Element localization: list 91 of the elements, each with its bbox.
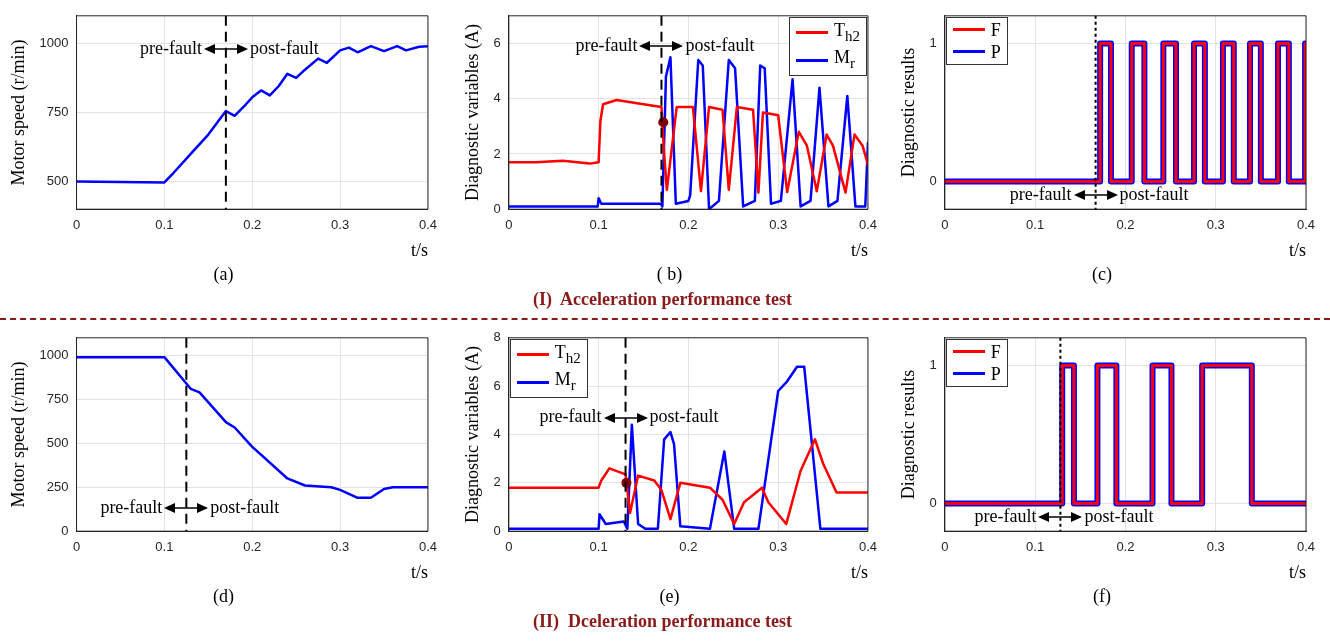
x-tick-label: 0.4 bbox=[418, 538, 437, 554]
x-tick-label: 0.4 bbox=[1296, 216, 1316, 232]
y-tick-label: 1000 bbox=[39, 346, 69, 362]
annotation: pre-fault bbox=[539, 406, 602, 427]
y-tick-label: 750 bbox=[46, 390, 69, 406]
x-tick-label: 0.3 bbox=[1206, 216, 1225, 232]
y-axis-title: Motor speed (r/min) bbox=[7, 361, 29, 508]
y-tick-label: 4 bbox=[493, 426, 501, 442]
annotation: pre-fault bbox=[139, 37, 202, 58]
y-tick-label: 0 bbox=[929, 495, 937, 511]
x-tick-label: 0.1 bbox=[589, 538, 608, 554]
y-tick-label: 750 bbox=[46, 104, 69, 120]
x-tick-label: 0.2 bbox=[679, 538, 698, 554]
x-tick-label: 0.3 bbox=[331, 538, 350, 554]
x-tick-label: 0.4 bbox=[858, 216, 877, 232]
text: (e) bbox=[659, 585, 680, 607]
x-tick-label: 0.3 bbox=[769, 538, 788, 554]
legend-label: F bbox=[990, 340, 1001, 363]
legend-label: T$_{h2}$ bbox=[554, 340, 581, 368]
legend-label: P bbox=[990, 40, 1001, 63]
annotation: post-fault bbox=[649, 406, 719, 427]
x-axis-title: t/s bbox=[410, 240, 428, 261]
annotation: post-fault bbox=[685, 34, 755, 55]
annotation: pre-fault bbox=[1009, 184, 1072, 205]
y-tick-label: 6 bbox=[493, 377, 501, 393]
legend-label: P bbox=[990, 362, 1001, 385]
x-tick-label: 0 bbox=[505, 216, 513, 232]
text: (c) bbox=[1092, 263, 1112, 285]
x-tick-label: 0.3 bbox=[1206, 538, 1225, 554]
y-tick-label: 500 bbox=[46, 173, 69, 189]
legend-label: M$_{r}$ bbox=[833, 46, 855, 73]
text: (a) bbox=[213, 263, 234, 285]
y-tick-label: 0 bbox=[493, 522, 501, 538]
y-axis-title: Diagnostic results bbox=[897, 369, 918, 500]
x-tick-label: 0.1 bbox=[1026, 538, 1045, 554]
y-tick-label: 8 bbox=[493, 329, 501, 345]
y-axis-title: Diagnostic variables (A) bbox=[461, 346, 483, 523]
x-tick-label: 0.2 bbox=[243, 538, 262, 554]
y-tick-label: 0 bbox=[493, 200, 501, 216]
x-tick-label: 0.2 bbox=[1116, 538, 1135, 554]
y-tick-label: 500 bbox=[46, 434, 69, 450]
x-tick-label: 0.3 bbox=[331, 216, 350, 232]
text: (II) Dceleration performance test bbox=[533, 611, 792, 632]
y-tick-label: 1000 bbox=[39, 35, 69, 51]
x-tick-label: 0 bbox=[72, 216, 81, 232]
x-tick-label: 0.2 bbox=[243, 216, 262, 232]
x-tick-label: 0 bbox=[941, 538, 949, 554]
y-tick-label: 0 bbox=[61, 522, 69, 538]
annotation: post-fault bbox=[210, 497, 280, 518]
y-tick-label: 6 bbox=[493, 35, 501, 51]
x-tick-label: 0.1 bbox=[155, 538, 174, 554]
y-tick-label: 2 bbox=[493, 474, 501, 490]
y-tick-label: 1 bbox=[929, 357, 937, 373]
x-tick-label: 0.2 bbox=[1116, 216, 1135, 232]
annotation: post-fault bbox=[1119, 184, 1189, 205]
x-tick-label: 0.2 bbox=[679, 216, 698, 232]
x-axis-title: t/s bbox=[410, 562, 428, 583]
y-axis-title: Diagnostic variables (A) bbox=[461, 24, 483, 201]
annotation: post-fault bbox=[1084, 506, 1154, 527]
x-tick-label: 0 bbox=[505, 538, 513, 554]
text: (I) Acceleration performance test bbox=[533, 289, 792, 310]
x-tick-label: 0.4 bbox=[1296, 538, 1316, 554]
annotation: pre-fault bbox=[575, 34, 638, 55]
y-tick-label: 1 bbox=[929, 35, 937, 51]
x-tick-label: 0 bbox=[72, 538, 81, 554]
text: (f) bbox=[1093, 585, 1111, 607]
y-axis-title: Diagnostic results bbox=[897, 47, 918, 178]
x-tick-label: 0.1 bbox=[155, 216, 174, 232]
y-tick-label: 0 bbox=[929, 173, 937, 189]
x-tick-label: 0.1 bbox=[1026, 216, 1045, 232]
x-tick-label: 0 bbox=[941, 216, 949, 232]
text: (d) bbox=[213, 585, 234, 607]
legend-label: M$_{r}$ bbox=[554, 368, 576, 395]
legend-label: T$_{h2}$ bbox=[833, 18, 860, 46]
annotation: pre-fault bbox=[974, 506, 1037, 527]
x-tick-label: 0.4 bbox=[858, 538, 877, 554]
y-tick-label: 2 bbox=[493, 145, 501, 161]
text: ( b) bbox=[656, 263, 683, 285]
x-tick-label: 0.3 bbox=[769, 216, 788, 232]
x-axis-title: t/s bbox=[850, 562, 868, 583]
y-tick-label: 4 bbox=[493, 90, 501, 106]
y-axis-title: Motor speed (r/min) bbox=[7, 39, 29, 186]
x-tick-label: 0.4 bbox=[418, 216, 437, 232]
annotation: post-fault bbox=[249, 37, 319, 58]
x-axis-title: t/s bbox=[1288, 562, 1306, 583]
annotation: pre-fault bbox=[100, 497, 163, 518]
x-axis-title: t/s bbox=[850, 240, 868, 261]
y-tick-label: 250 bbox=[46, 478, 69, 494]
x-axis-title: t/s bbox=[1288, 240, 1306, 261]
x-tick-label: 0.1 bbox=[589, 216, 608, 232]
legend-label: F bbox=[990, 18, 1001, 41]
